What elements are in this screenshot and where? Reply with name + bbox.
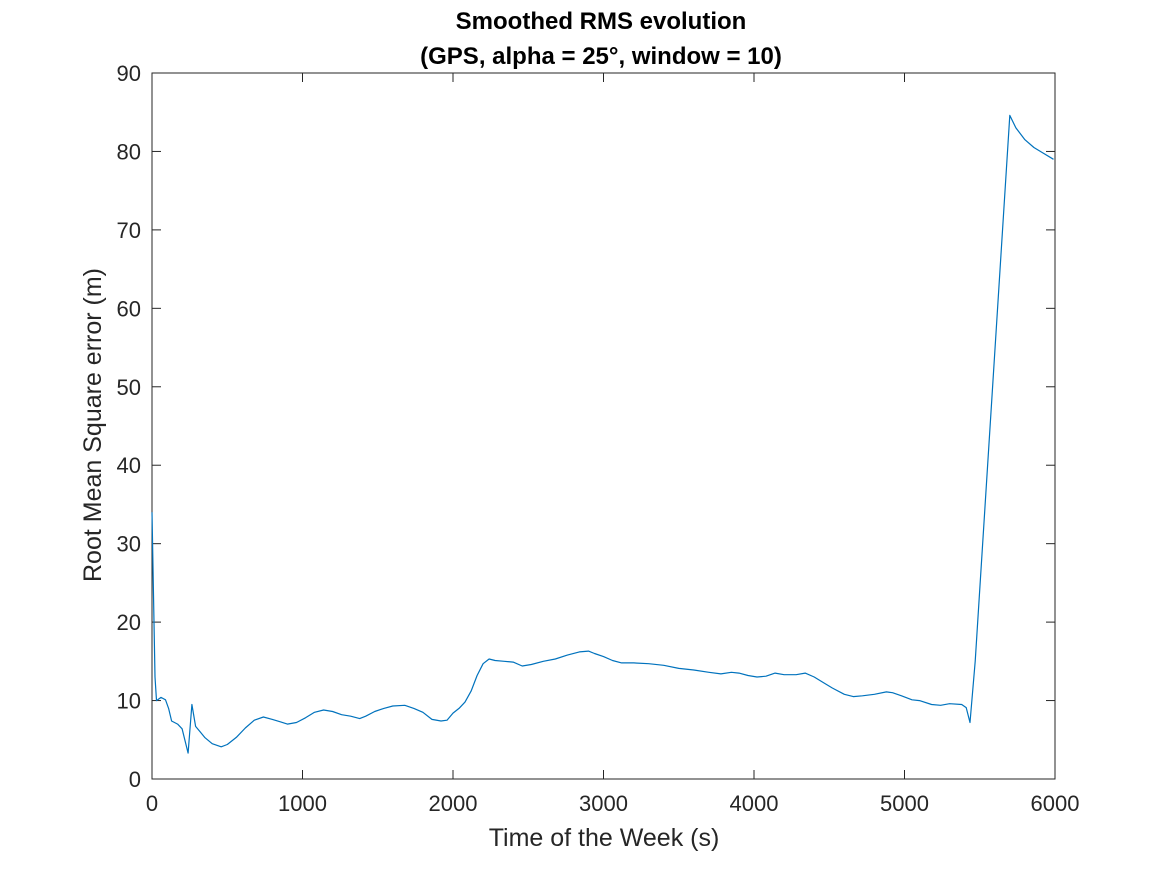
x-tick-label: 1000 <box>278 791 327 816</box>
y-tick-label: 90 <box>117 61 141 86</box>
x-tick-label: 0 <box>146 791 158 816</box>
y-tick-label: 50 <box>117 375 141 400</box>
x-axis-label: Time of the Week (s) <box>489 824 720 852</box>
y-tick-label: 60 <box>117 296 141 321</box>
y-tick-label: 30 <box>117 532 141 557</box>
series-line-0 <box>151 114 1054 754</box>
x-tick-label: 5000 <box>880 791 929 816</box>
y-tick-label: 0 <box>129 767 141 792</box>
y-axis-label: Root Mean Square error (m) <box>79 268 107 582</box>
chart-title: Smoothed RMS evolution <box>456 8 747 35</box>
plot-area: 0 1000 2000 3000 4000 5000 6000 0 10 20 30 40 50 60 70… <box>117 61 1080 816</box>
y-tick-label: 80 <box>117 139 141 164</box>
y-tick-label: 10 <box>117 689 141 714</box>
x-tick-label: 3000 <box>579 791 628 816</box>
x-tick-label: 6000 <box>1031 791 1080 816</box>
axes-box <box>151 72 1056 780</box>
x-tick-label: 4000 <box>730 791 779 816</box>
chart-subtitle: (GPS, alpha = 25°, window = 10) <box>420 43 782 70</box>
y-tick-label: 20 <box>117 610 141 635</box>
x-tick-label: 2000 <box>429 791 478 816</box>
y-tick-label: 70 <box>117 218 141 243</box>
y-tick-label: 40 <box>117 453 141 478</box>
